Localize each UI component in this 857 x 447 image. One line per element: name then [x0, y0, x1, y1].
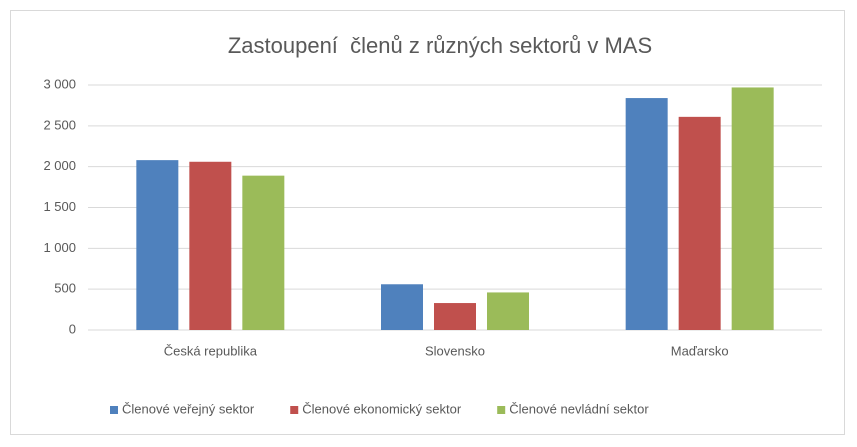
x-tick-label: Česká republika [164, 343, 258, 358]
legend-swatch [497, 406, 506, 414]
y-tick-label: 0 [69, 321, 76, 336]
y-tick-label: 500 [54, 281, 76, 296]
bar [731, 87, 774, 330]
y-tick-label: 2 500 [43, 117, 76, 132]
legend-label: Členové veřejný sektor [122, 401, 255, 416]
bar [625, 98, 668, 330]
y-tick-label: 3 000 [43, 76, 76, 91]
legend-swatch [110, 406, 118, 414]
y-tick-label: 2 000 [43, 158, 76, 173]
bar [434, 303, 476, 330]
bar [381, 284, 423, 330]
y-tick-label: 1 000 [43, 240, 76, 255]
x-tick-label: Maďarsko [671, 343, 729, 358]
bar [242, 175, 285, 330]
legend-label: Členové nevládní sektor [509, 401, 649, 416]
bar [136, 160, 179, 330]
bar [189, 161, 232, 330]
legend-swatch [290, 406, 299, 414]
bar [487, 292, 529, 330]
x-tick-label: Slovensko [425, 343, 485, 358]
legend-label: Členové ekonomický sektor [302, 401, 462, 416]
bar [678, 116, 721, 330]
y-tick-label: 1 500 [43, 199, 76, 214]
chart-title: Zastoupení členů z různých sektorů v MAS [228, 33, 652, 58]
